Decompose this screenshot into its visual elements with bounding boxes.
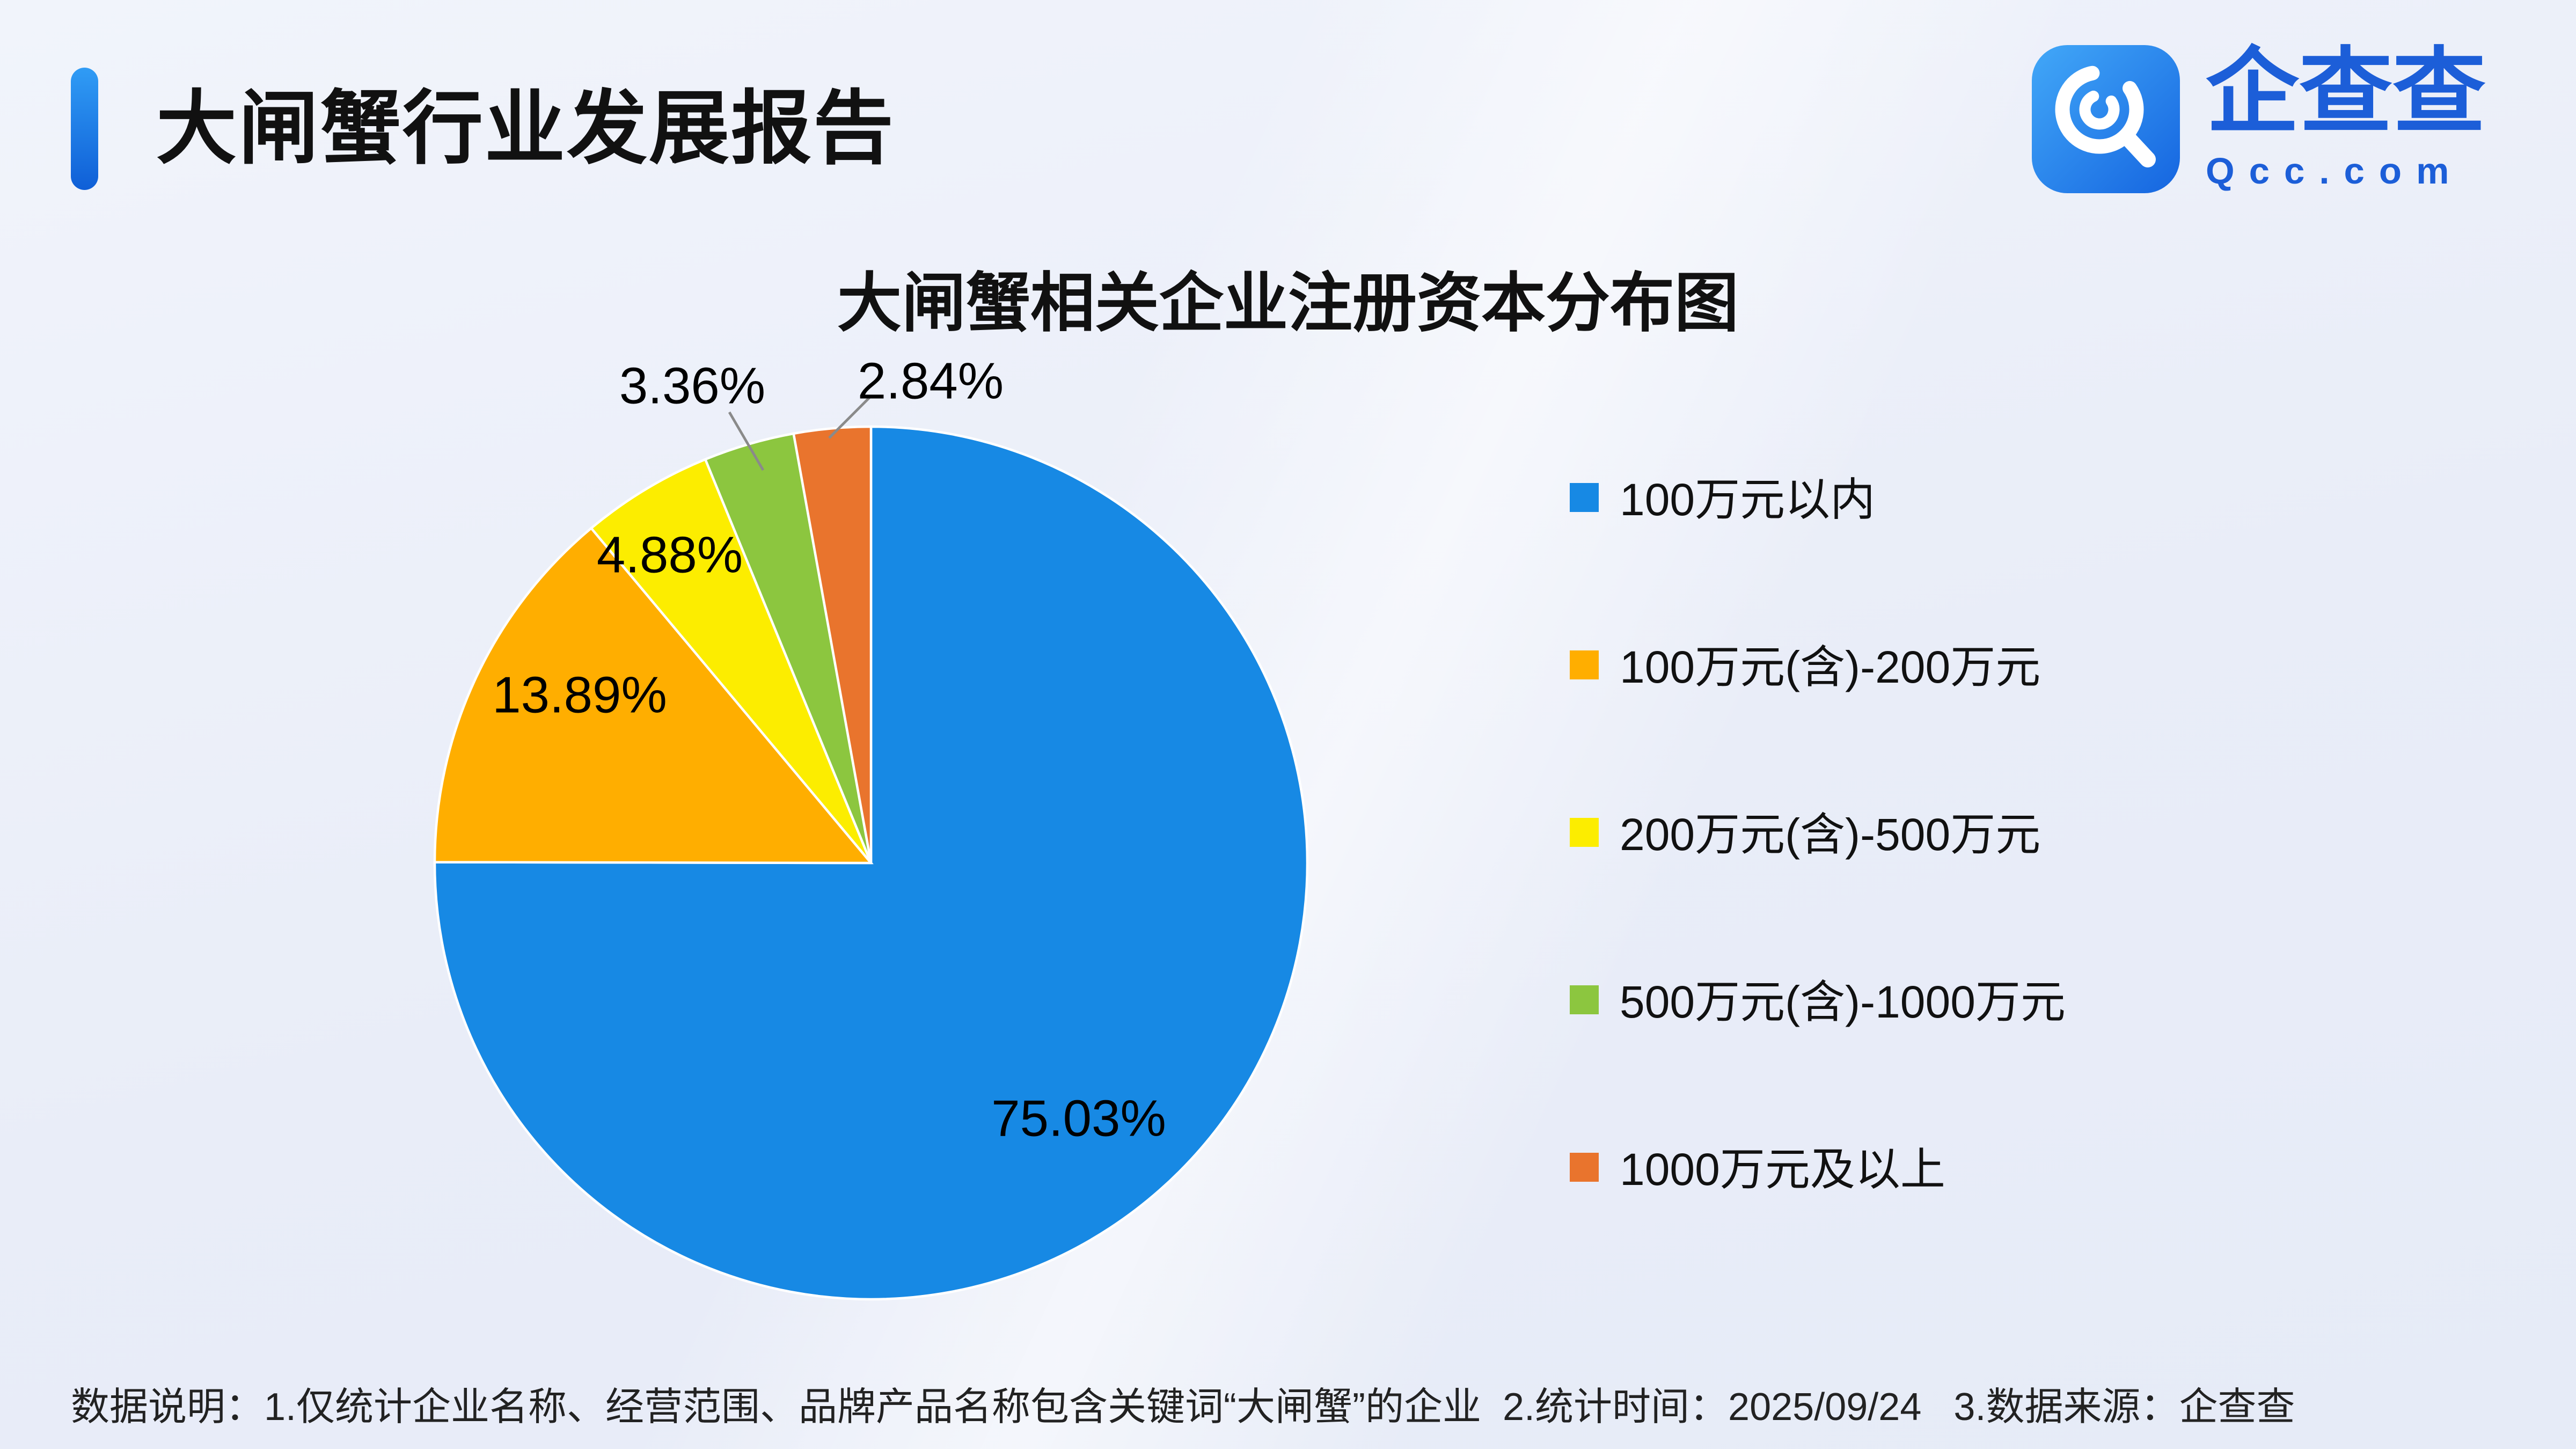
qcc-logo-text: 企查查 Qcc.com — [2205, 40, 2486, 193]
magnifier-spiral-icon — [2055, 65, 2156, 167]
legend-label: 500万元(含)-1000万元 — [1620, 977, 2066, 1027]
page-title: 大闸蟹行业发展报告 — [156, 84, 895, 174]
legend-item-2: 200万元(含)-500万元 — [1570, 805, 2066, 860]
qcc-brand-name: 企查查 — [2205, 40, 2486, 145]
slice-label-orange: 2.84% — [857, 352, 1004, 410]
qcc-logo: 企查查 Qcc.com — [2031, 40, 2486, 193]
pie-slice-2 — [589, 457, 873, 864]
qcc-logo-icon — [2031, 45, 2180, 193]
legend-label: 100万元以内 — [1620, 475, 1876, 525]
legend-label: 1000万元及以上 — [1620, 1145, 1945, 1195]
slice-label-green: 3.36% — [619, 356, 766, 415]
chart-legend: 100万元以内 100万元(含)-200万元 200万元(含)-500万元 50… — [1570, 470, 2066, 1307]
data-notes: 数据说明：1.仅统计企业名称、经营范围、品牌产品名称包含关键词“大闸蟹”的企业 … — [71, 1386, 2295, 1430]
legend-label: 200万元(含)-500万元 — [1620, 810, 2041, 860]
legend-swatch-yellow — [1570, 818, 1599, 847]
pie-chart — [433, 425, 1309, 1301]
legend-swatch-blue — [1570, 483, 1599, 512]
chart-title: 大闸蟹相关企业注册资本分布图 — [837, 269, 1739, 340]
legend-label: 100万元(含)-200万元 — [1620, 642, 2041, 692]
slice-label-blue: 75.03% — [991, 1089, 1166, 1147]
title-accent-bar — [71, 68, 98, 190]
slice-label-yellow: 4.88% — [596, 525, 743, 584]
slice-label-amber: 13.89% — [492, 665, 667, 724]
legend-item-1: 100万元(含)-200万元 — [1570, 638, 2066, 692]
legend-swatch-orange — [1570, 1153, 1599, 1182]
legend-item-0: 100万元以内 — [1570, 470, 2066, 525]
legend-item-4: 1000万元及以上 — [1570, 1140, 2066, 1195]
pie-slice-0 — [433, 425, 1309, 1301]
legend-item-3: 500万元(含)-1000万元 — [1570, 972, 2066, 1027]
legend-swatch-green — [1570, 985, 1599, 1014]
legend-swatch-amber — [1570, 650, 1599, 679]
qcc-domain: Qcc.com — [2205, 149, 2464, 192]
pie-slice-1 — [433, 526, 874, 865]
